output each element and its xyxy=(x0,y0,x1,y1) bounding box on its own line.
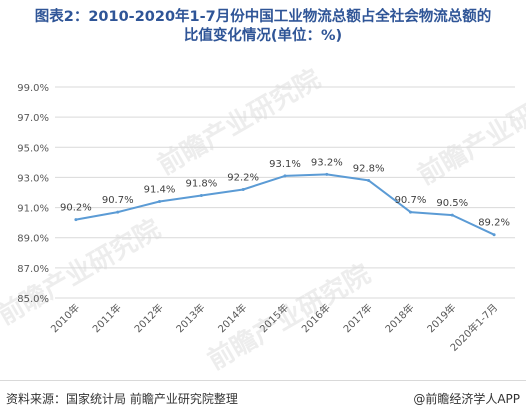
x-tick-label: 2017年 xyxy=(340,301,374,335)
x-tick-label: 2015年 xyxy=(257,301,291,335)
data-label: 91.4% xyxy=(144,185,176,196)
data-point xyxy=(408,210,412,214)
x-tick-label: 2014年 xyxy=(215,301,249,335)
chart-title-line-2: 比值变化情况(单位：%) xyxy=(183,28,343,44)
y-tick-label: 97.0% xyxy=(17,113,49,124)
footer: 资料来源：国家统计局 前瞻产业研究院整理 @前瞻经济学人APP xyxy=(0,380,526,412)
data-label: 92.8% xyxy=(353,163,385,174)
chart-title-line-1: 图表2：2010-2020年1-7月份中国工业物流总额占全社会物流总额的 xyxy=(34,9,492,25)
x-tick-label: 2013年 xyxy=(173,301,207,335)
data-point xyxy=(450,213,454,217)
data-point xyxy=(283,174,287,178)
data-label: 90.7% xyxy=(102,195,134,206)
x-tick-label: 2019年 xyxy=(424,301,458,335)
x-tick-label: 2012年 xyxy=(131,301,165,335)
series-line xyxy=(75,173,495,236)
data-point xyxy=(492,233,496,237)
data-label: 90.7% xyxy=(395,195,427,206)
data-point xyxy=(325,172,329,176)
data-label: 90.5% xyxy=(436,198,468,209)
data-label: 89.2% xyxy=(478,218,510,229)
y-tick-label: 89.0% xyxy=(17,234,49,245)
x-tick-label: 2010年 xyxy=(48,301,82,335)
data-label: 93.2% xyxy=(311,157,343,168)
y-tick-label: 87.0% xyxy=(17,264,49,275)
x-tick-label: 2018年 xyxy=(382,301,416,335)
y-tick-label: 91.0% xyxy=(17,204,49,215)
data-point xyxy=(367,178,371,182)
y-tick-label: 95.0% xyxy=(17,143,49,154)
y-tick-label: 93.0% xyxy=(17,173,49,184)
y-tick-label: 85.0% xyxy=(17,294,49,305)
chart-title: 图表2：2010-2020年1-7月份中国工业物流总额占全社会物流总额的 比值变… xyxy=(0,8,526,46)
source-note: 资料来源：国家统计局 前瞻产业研究院整理 xyxy=(6,392,238,406)
line-chart: 85.0% 87.0% 89.0% 91.0% 93.0% 95.0% 97.0% 99.0%… xyxy=(17,83,515,354)
y-tick-label: 99.0% xyxy=(17,83,49,94)
data-label: 90.2% xyxy=(60,203,92,214)
data-point xyxy=(158,200,162,204)
data-point xyxy=(116,210,120,214)
data-point xyxy=(199,194,203,198)
x-tick-label: 2011年 xyxy=(90,301,124,335)
data-point xyxy=(74,218,78,222)
data-point xyxy=(241,187,245,191)
data-label: 91.8% xyxy=(185,179,217,190)
data-label: 93.1% xyxy=(269,159,301,170)
brand-credit: @前瞻经济学人APP xyxy=(413,392,520,406)
x-tick-label: 2016年 xyxy=(299,301,333,335)
data-label: 92.2% xyxy=(227,172,259,183)
